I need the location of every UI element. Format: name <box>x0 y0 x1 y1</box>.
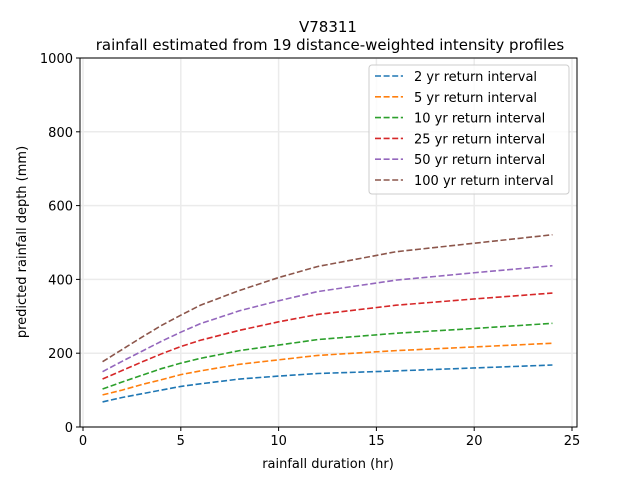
legend-box <box>368 64 570 195</box>
chart-title: V78311 <box>299 18 357 36</box>
x-tick-label: 20 <box>466 434 483 449</box>
series-line-5 <box>102 233 553 363</box>
series-line-3 <box>102 292 553 380</box>
y-tick-label: 1000 <box>40 52 73 67</box>
series-lines <box>102 233 553 403</box>
legend-label: 5 yr return interval <box>414 91 537 106</box>
y-tick-label: 400 <box>48 273 73 288</box>
legend-label: 50 yr return interval <box>414 153 545 168</box>
x-tick-label: 25 <box>564 434 581 449</box>
series-line-1 <box>102 342 553 396</box>
x-tick-label: 10 <box>270 434 287 449</box>
legend-label: 2 yr return interval <box>414 70 537 85</box>
legend: 2 yr return interval 5 yr return interval… <box>368 64 570 195</box>
x-axis-label: rainfall duration (hr) <box>262 457 394 472</box>
plot-frame <box>79 57 578 428</box>
chart-subtitle: rainfall estimated from 19 distance-weig… <box>96 36 565 54</box>
series-line-0 <box>102 364 553 403</box>
y-tick-label: 200 <box>48 347 73 362</box>
series-line-2 <box>102 322 553 390</box>
y-axis-label: predicted rainfall depth (mm) <box>15 146 30 338</box>
y-tick-label: 600 <box>48 200 73 215</box>
x-tick-label: 0 <box>79 434 87 449</box>
y-tick-label: 800 <box>48 126 73 141</box>
ticks: 0 5 10 15 20 25 0 200 400 600 800 1000 <box>40 52 580 449</box>
x-tick-label: 5 <box>177 434 185 449</box>
legend-label: 25 yr return interval <box>414 132 545 147</box>
x-tick-label: 15 <box>368 434 385 449</box>
legend-label: 100 yr return interval <box>414 174 554 189</box>
series-line-4 <box>102 264 553 373</box>
y-tick-label: 0 <box>65 421 73 436</box>
legend-label: 10 yr return interval <box>414 112 545 127</box>
